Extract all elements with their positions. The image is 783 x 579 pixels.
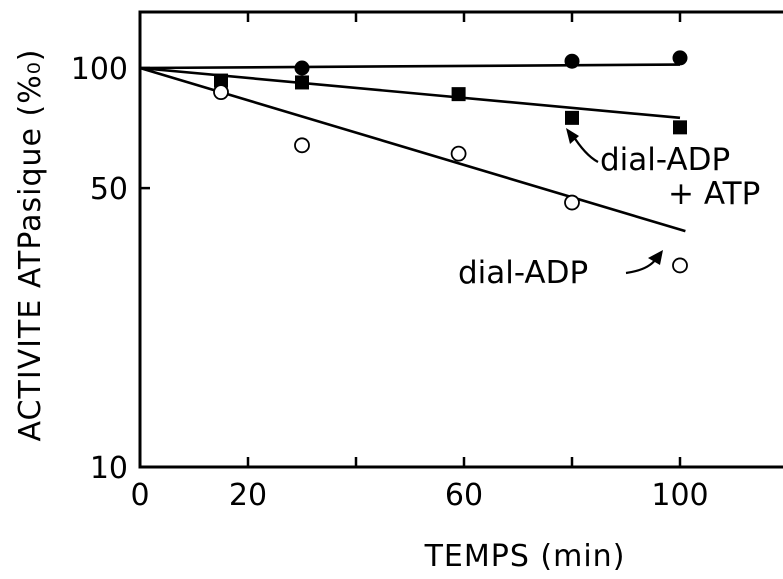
filled-circle-point [672,50,688,66]
y-tick-label: 10 [90,451,128,486]
x-tick-label: 20 [229,478,267,513]
open-circle-point [450,145,467,162]
fit-line-series-1 [139,63,681,70]
axis-frame [138,10,783,469]
tick-marks: 0 20 60 100 10 50 100 [71,12,709,513]
annotation-arrowhead-2 [648,250,663,265]
x-axis-title: TEMPS (min) [424,539,626,574]
filled-square-point [673,120,687,135]
open-circle-point [564,194,580,211]
annotation-arrowhead-1 [566,128,579,144]
open-circle-point [672,257,688,274]
annotation-dial-adp-atp-line1: dial-ADP [600,142,730,178]
open-circle-point [294,137,310,154]
fit-line-series-3 [139,66,686,233]
annotation-dial-adp-atp-line2: + ATP [668,176,760,212]
annotation-arrow-2 [625,258,657,275]
annotation-dial-adp: dial-ADP [458,255,588,291]
y-tick-label: 100 [71,52,128,87]
data-points [213,50,688,274]
filled-square-point [214,73,228,88]
filled-square-point [295,75,309,90]
y-axis-title: ACTIVITE ATPasique (%₀) [13,49,48,442]
filled-circle-point [294,60,310,76]
fit-line-series-2 [139,66,681,120]
x-tick-label: 0 [130,478,149,513]
y-tick-label: 50 [90,172,128,207]
fit-lines [139,63,686,233]
x-tick-label: 100 [651,478,708,513]
axes [138,10,783,469]
open-circle-point [213,84,229,101]
filled-square-point [565,110,579,125]
x-tick-label: 60 [445,478,483,513]
filled-square-point [451,87,466,102]
filled-circle-point [564,53,580,69]
